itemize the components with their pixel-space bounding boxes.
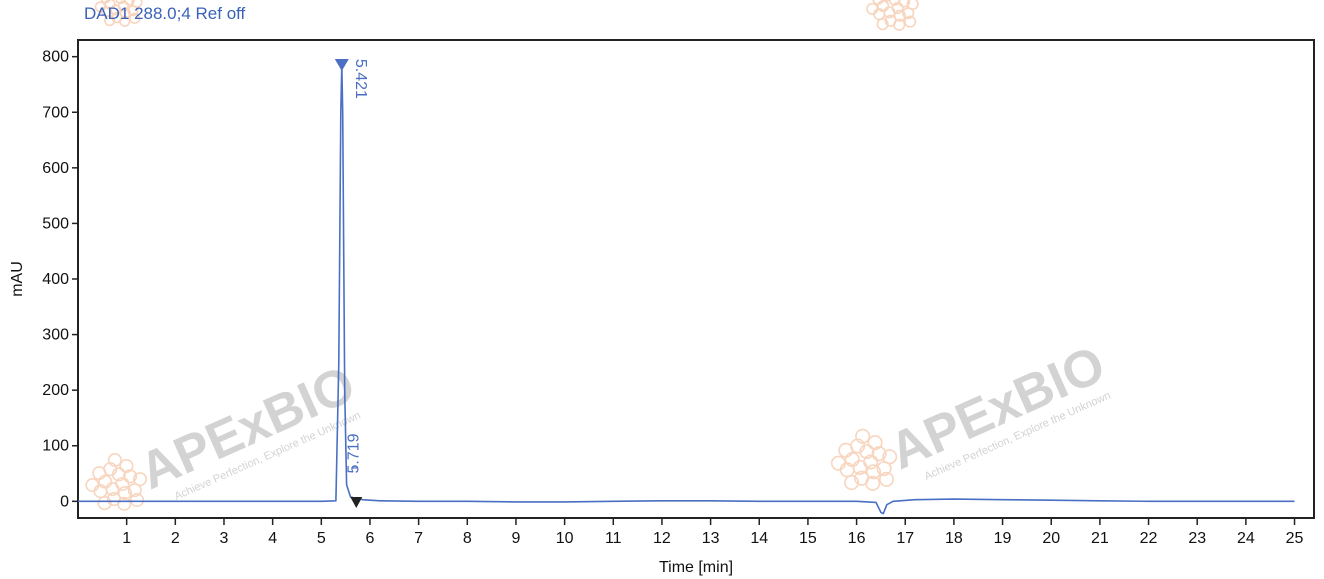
- x-tick-label-9: 9: [511, 530, 520, 547]
- y-tick-label-800: 800: [42, 49, 69, 66]
- x-tick-label-1: 1: [122, 530, 131, 547]
- logo-seal-icon-right: [830, 428, 898, 491]
- x-tick-label-16: 16: [848, 530, 866, 547]
- series-layer: [78, 64, 1295, 515]
- x-tick-label-2: 2: [171, 530, 180, 547]
- x-tick-label-24: 24: [1237, 530, 1255, 547]
- x-tick-label-17: 17: [896, 530, 914, 547]
- x-tick-label-4: 4: [268, 530, 277, 547]
- x-tick-label-19: 19: [994, 530, 1012, 547]
- peak-layer: 5.421 5.719: [334, 59, 369, 508]
- series-line-0: [78, 64, 1295, 515]
- x-tick-label-21: 21: [1091, 530, 1109, 547]
- x-tick-label-18: 18: [945, 530, 963, 547]
- x-axis: 1 2 3 4 5 6 7 8 9 10 11 12 13 14 15 16 17 18 19 20 21 22 23 24 2…: [122, 518, 1304, 547]
- x-tick-label-5: 5: [317, 530, 326, 547]
- x-tick-label-14: 14: [750, 530, 768, 547]
- x-tick-label-25: 25: [1286, 530, 1304, 547]
- chart-title: DAD1 288.0;4 Ref off: [84, 4, 246, 23]
- x-tick-label-6: 6: [366, 530, 375, 547]
- logo-seal-icon-top-right: [866, 0, 919, 31]
- x-tick-label-23: 23: [1188, 530, 1206, 547]
- y-tick-label-600: 600: [42, 160, 69, 177]
- x-tick-label-13: 13: [702, 530, 720, 547]
- y-tick-label-500: 500: [42, 215, 69, 232]
- x-tick-label-15: 15: [799, 530, 817, 547]
- x-tick-label-3: 3: [220, 530, 229, 547]
- x-tick-label-11: 11: [605, 530, 622, 547]
- logo-seal-icon-top-left: [94, 0, 143, 27]
- x-tick-label-10: 10: [556, 530, 574, 547]
- y-axis: 0 100 200 300 400 500 600 700 800: [42, 49, 78, 510]
- logo-seal-icon-left: [85, 453, 148, 511]
- peak-label-0: 5.421: [352, 59, 369, 99]
- x-tick-label-12: 12: [653, 530, 671, 547]
- y-tick-label-200: 200: [42, 382, 69, 399]
- x-tick-label-8: 8: [463, 530, 472, 547]
- peak-marker-0: [334, 59, 349, 72]
- x-tick-label-22: 22: [1140, 530, 1158, 547]
- y-tick-label-700: 700: [42, 104, 69, 121]
- y-tick-label-400: 400: [42, 271, 69, 288]
- x-axis-label: Time [min]: [659, 559, 733, 576]
- y-tick-label-100: 100: [42, 438, 69, 455]
- y-tick-label-300: 300: [42, 327, 69, 344]
- peak-marker-1: [350, 496, 363, 508]
- peak-label-1: 5.719: [345, 433, 362, 473]
- y-axis-label: mAU: [9, 261, 26, 297]
- x-tick-label-20: 20: [1042, 530, 1060, 547]
- x-tick-label-7: 7: [414, 530, 423, 547]
- y-tick-label-0: 0: [60, 493, 69, 510]
